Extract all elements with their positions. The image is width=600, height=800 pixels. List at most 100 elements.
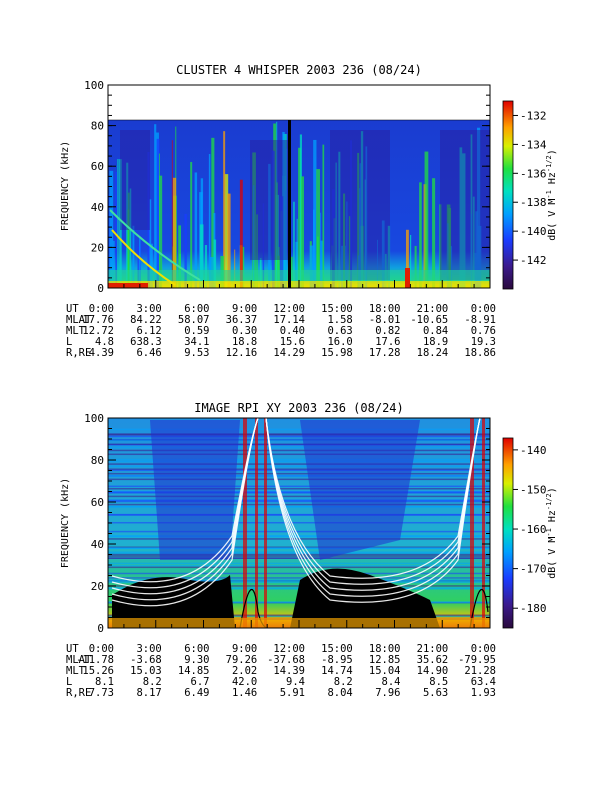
y-tick-label: 0 — [97, 622, 104, 635]
y-tick-label: 40 — [91, 201, 104, 214]
y-axis-label: FREQUENCY (kHz) — [60, 141, 71, 231]
ephemeris-value: -37.68 — [267, 654, 305, 666]
ephemeris-value: 8.1 — [95, 676, 114, 688]
ephemeris-value: 0.40 — [280, 325, 305, 337]
ephemeris-value: 16.0 — [327, 336, 352, 348]
ephemeris-row-label: MLAT — [66, 654, 92, 666]
ephemeris-row-label: R,RE — [66, 347, 91, 359]
ephemeris-value: 21:00 — [417, 303, 449, 315]
y-tick-label: 100 — [84, 79, 104, 92]
ephemeris-value: 18.9 — [423, 336, 448, 348]
ephemeris-value: 12:00 — [273, 303, 305, 315]
ephemeris-value: 4.8 — [95, 336, 114, 348]
colorbar-tick-label: -160 — [520, 523, 547, 536]
ephemeris-value: -8.91 — [464, 314, 496, 326]
ephemeris-value: 15:00 — [321, 303, 353, 315]
colorbar-tick-label: -136 — [520, 167, 547, 180]
ephemeris-value: 0.59 — [184, 325, 209, 337]
ephemeris-value: 12.85 — [369, 654, 401, 666]
ephemeris-value: 0.76 — [471, 325, 496, 337]
panel-title: CLUSTER 4 WHISPER 2003 236 (08/24) — [176, 63, 422, 77]
colorbar-tick-label: -180 — [520, 602, 547, 615]
colorbar-scale — [502, 100, 514, 290]
ephemeris-table: UT 0:00 3:00 6:00 9:00 12:00 15:00 18:00 21:00 0:… — [66, 303, 496, 359]
ephemeris-value: 0.30 — [232, 325, 257, 337]
ephemeris-value: 14.39 — [273, 665, 305, 677]
panel-title: IMAGE RPI XY 2003 236 (08/24) — [194, 401, 404, 415]
ephemeris-value: 6:00 — [184, 303, 209, 315]
ephemeris-value: 8.4 — [382, 676, 401, 688]
ephemeris-row-label: L — [66, 336, 72, 348]
y-tick-label: 60 — [91, 160, 104, 173]
ephemeris-value: 0.84 — [423, 325, 448, 337]
ephemeris-value: 14.85 — [178, 665, 210, 677]
ephemeris-value: 0:00 — [471, 303, 496, 315]
ephemeris-table: UT 0:00 3:00 6:00 9:00 12:00 15:00 18:00 21:00 0:… — [66, 643, 496, 699]
ephemeris-value: 3:00 — [136, 303, 161, 315]
ephemeris-value: 4.39 — [89, 347, 114, 359]
ephemeris-value: 8.2 — [143, 676, 162, 688]
ephemeris-value: 21:00 — [417, 643, 449, 655]
ephemeris-value: 8.04 — [327, 687, 352, 699]
ephemeris-value: 6.12 — [136, 325, 161, 337]
colorbar-label: dB( V M-1 Hz-1/2) — [545, 487, 558, 579]
ephemeris-value: 14.74 — [321, 665, 353, 677]
ephemeris-value: 17.76 — [82, 314, 114, 326]
ephemeris-value: 15.04 — [369, 665, 401, 677]
ephemeris-value: -10.65 — [410, 314, 448, 326]
ephemeris-value: 8.17 — [136, 687, 161, 699]
ephemeris-value: 12.16 — [226, 347, 258, 359]
ephemeris-value: 9.4 — [286, 676, 305, 688]
ephemeris-value: 5.63 — [423, 687, 448, 699]
ephemeris-value: 0.82 — [375, 325, 400, 337]
colorbar-tick-label: -140 — [520, 444, 547, 457]
y-axis: 0 20 40 60 80 100 — [84, 79, 490, 295]
ephemeris-value: 63.4 — [471, 676, 496, 688]
ephemeris-value: 6:00 — [184, 643, 209, 655]
ephemeris-value: 17.14 — [273, 314, 305, 326]
ephemeris-value: 12.72 — [82, 325, 114, 337]
ephemeris-value: 14.29 — [273, 347, 305, 359]
ephemeris-value: -8.01 — [369, 314, 401, 326]
ephemeris-value: 0.63 — [327, 325, 352, 337]
y-tick-label: 80 — [91, 454, 104, 467]
ephemeris-value: 6.46 — [136, 347, 161, 359]
ephemeris-value: 17.6 — [375, 336, 400, 348]
y-tick-label: 60 — [91, 496, 104, 509]
ephemeris-value: 19.3 — [471, 336, 496, 348]
ephemeris-value: 1.58 — [327, 314, 352, 326]
y-axis: 0 20 40 60 80 100 — [84, 412, 490, 635]
ephemeris-value: 9.53 — [184, 347, 209, 359]
colorbar: -132 -134 -136 -138 -140 -142 dB( V M-1 Hz-1/… — [502, 100, 558, 290]
ephemeris-row-label: R,RE — [66, 687, 91, 699]
ephemeris-value: 8.2 — [334, 676, 353, 688]
ephemeris-row-label: UT — [66, 303, 79, 315]
ephemeris-value: 35.62 — [417, 654, 449, 666]
y-tick-label: 100 — [84, 412, 104, 425]
ephemeris-value: 58.07 — [178, 314, 210, 326]
ephemeris-value: 12:00 — [273, 643, 305, 655]
ephemeris-row-label: MLT — [66, 325, 86, 337]
ephemeris-value: 2.02 — [232, 665, 257, 677]
y-tick-label: 20 — [91, 580, 104, 593]
colorbar: -140 -150 -160 -170 -180 dB( V M-1 Hz-1/2) — [502, 437, 558, 629]
x-axis — [107, 620, 491, 628]
ephemeris-value: -11.78 — [76, 654, 114, 666]
ephemeris-row-label: MLT — [66, 665, 86, 677]
ephemeris-value: 14.90 — [417, 665, 449, 677]
y-tick-label: 80 — [91, 120, 104, 133]
y-tick-label: 40 — [91, 538, 104, 551]
ephemeris-value: 42.0 — [232, 676, 257, 688]
ephemeris-value: 34.1 — [184, 336, 209, 348]
ephemeris-value: 5.91 — [280, 687, 305, 699]
ephemeris-value: 1.46 — [232, 687, 257, 699]
ephemeris-value: -79.95 — [458, 654, 496, 666]
y-tick-label: 0 — [97, 282, 104, 295]
colorbar-tick-label: -134 — [520, 138, 547, 151]
ephemeris-row-label: UT — [66, 643, 79, 655]
ephemeris-row-label: L — [66, 676, 72, 688]
colorbar-tick-label: -170 — [520, 563, 547, 576]
ephemeris-value: 3:00 — [136, 643, 161, 655]
ephemeris-value: -3.68 — [130, 654, 162, 666]
ephemeris-value: 0:00 — [89, 303, 114, 315]
